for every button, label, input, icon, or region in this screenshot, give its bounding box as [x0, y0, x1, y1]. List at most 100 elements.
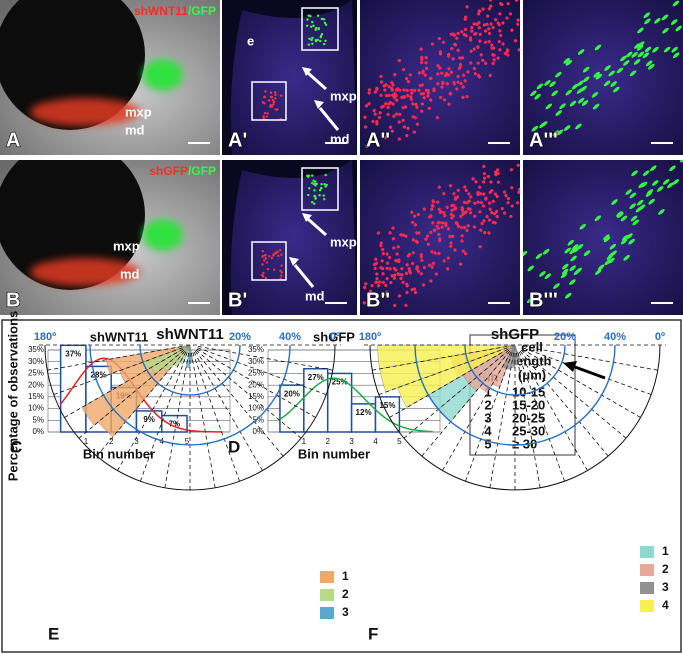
cell	[411, 220, 415, 225]
cell	[506, 201, 510, 205]
cell	[391, 93, 395, 97]
cell	[387, 85, 391, 89]
cell	[430, 265, 434, 269]
x-tick-label: 3	[349, 437, 354, 446]
cell	[383, 88, 387, 92]
y-tick-label: 5%	[252, 415, 264, 424]
cell	[365, 144, 369, 148]
cell	[536, 83, 544, 90]
cell	[470, 26, 474, 30]
cell	[530, 90, 537, 97]
cell	[661, 14, 669, 21]
cell	[478, 39, 482, 43]
cell	[595, 73, 603, 80]
cell	[362, 301, 366, 305]
y-tick-label: 30%	[28, 357, 44, 366]
cell	[517, 48, 520, 52]
cell	[381, 248, 385, 252]
cell	[429, 98, 433, 102]
cell	[458, 56, 462, 60]
sector-divider	[403, 349, 510, 439]
cell	[453, 248, 457, 252]
arrow-head	[314, 100, 324, 109]
cell	[553, 283, 560, 289]
cell	[551, 90, 558, 97]
cell	[497, 40, 501, 44]
cell	[474, 31, 478, 36]
dot	[307, 193, 310, 197]
cell	[466, 224, 470, 228]
dot	[272, 100, 276, 104]
cell	[577, 97, 585, 104]
cell	[438, 52, 443, 56]
cell	[397, 137, 401, 141]
cell	[437, 251, 441, 256]
x-tick-label: 5	[397, 437, 402, 446]
cell	[478, 210, 482, 214]
cell	[378, 280, 382, 284]
legend-swatch	[640, 582, 654, 594]
cell	[397, 120, 401, 124]
cell	[472, 66, 477, 71]
cell	[456, 48, 460, 52]
y-tick-label: 20%	[248, 380, 264, 389]
panel-label: A'	[228, 129, 247, 151]
cell	[636, 45, 644, 51]
cell	[629, 203, 636, 210]
cell	[451, 57, 455, 61]
cell	[672, 52, 680, 59]
cell	[437, 207, 441, 211]
dot	[261, 263, 264, 266]
x-axis-title: Bin number	[298, 446, 370, 461]
legend-label: 2	[662, 562, 669, 576]
cell	[381, 272, 385, 276]
angle-label: 180º	[359, 331, 381, 343]
cell	[426, 94, 430, 98]
cell	[375, 277, 379, 281]
cell	[476, 45, 480, 49]
cell	[654, 17, 661, 24]
cell	[420, 258, 424, 263]
dot	[316, 14, 320, 17]
cell	[440, 225, 444, 229]
cell	[363, 285, 367, 290]
cell	[429, 279, 433, 283]
cell	[638, 182, 645, 189]
cell	[633, 59, 641, 65]
cell	[472, 47, 476, 51]
y-tick-label: 10%	[248, 404, 264, 413]
cell	[487, 7, 491, 11]
cell	[416, 269, 421, 273]
pointer-arrow	[574, 365, 606, 380]
annotation: mxp	[113, 238, 140, 253]
cell	[469, 38, 473, 42]
angle-label: 0º	[330, 331, 340, 343]
cell	[438, 238, 442, 243]
cell	[363, 125, 368, 129]
dot	[312, 202, 316, 205]
cell	[542, 248, 550, 255]
cell	[490, 189, 494, 193]
cell	[439, 95, 443, 100]
y-tick-label: 30%	[248, 357, 264, 366]
panel-label: A'''	[529, 129, 558, 151]
cell	[475, 22, 479, 26]
cell	[485, 214, 489, 219]
sector-divider	[195, 349, 302, 439]
cell	[387, 93, 391, 98]
sector	[162, 344, 191, 373]
cell	[386, 112, 390, 117]
cell	[500, 2, 504, 7]
cell	[648, 198, 655, 205]
cell	[464, 251, 468, 256]
cell	[531, 125, 539, 132]
cell	[426, 88, 430, 92]
cell	[415, 122, 420, 126]
cell	[452, 82, 456, 86]
title-green: /GFP	[188, 4, 216, 18]
dot	[313, 189, 316, 192]
cell	[527, 265, 534, 272]
cell	[410, 288, 414, 292]
cell	[437, 232, 441, 237]
cell	[680, 160, 683, 163]
